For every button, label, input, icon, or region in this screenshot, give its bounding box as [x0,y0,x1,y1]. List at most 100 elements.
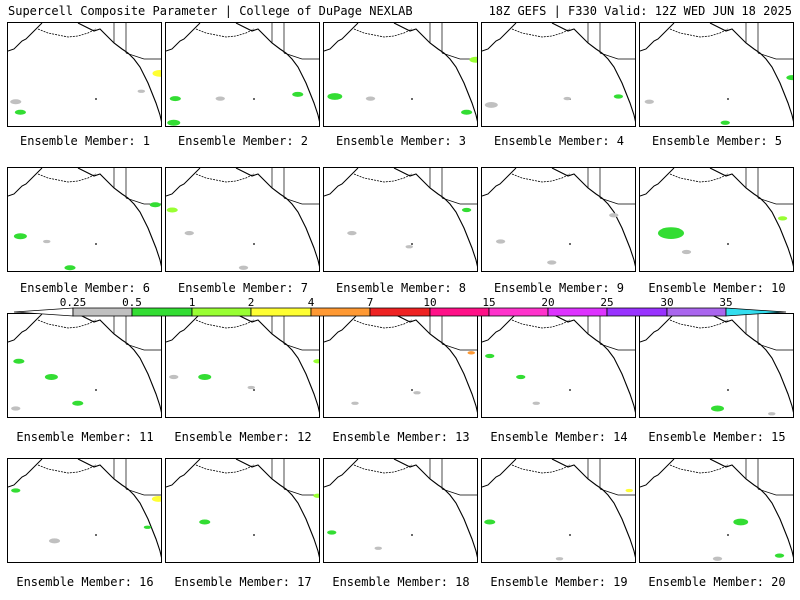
aleutian-islands [669,173,729,183]
colorbar-segment [429,307,490,317]
north-america-coastline [393,168,477,267]
member-map [640,314,793,416]
scp-contour [374,546,382,550]
member-label: Ensemble Member: 2 [177,134,309,148]
political-borders [271,459,319,496]
aleutian-islands [353,319,413,329]
member-map [166,168,319,270]
north-america-coastline [709,168,793,267]
hawaii-islands [569,389,571,391]
member-map-panel [639,167,794,272]
colorbar-tick-label: 4 [308,296,315,309]
scp-contour [733,518,749,526]
member-map [324,168,477,267]
colorbar-tick-label: 15 [482,296,495,309]
colorbar-tick-label: 10 [423,296,436,309]
aleutian-islands [669,319,729,329]
scp-contour [712,556,723,561]
north-america-coastline [235,23,319,122]
member-map [8,23,161,122]
hawaii-islands [253,243,255,245]
hawaii-islands [253,98,255,100]
scp-contour [625,488,633,493]
member-map-panel [639,22,794,127]
aleutian-islands [511,319,571,329]
member-label: Ensemble Member: 10 [648,281,786,295]
asia-coastline [640,23,675,52]
member-label: Ensemble Member: 13 [332,430,470,444]
scp-contour [461,207,472,213]
member-map [482,459,635,561]
scp-contour [292,91,304,97]
colorbar-segment [191,307,252,317]
scp-contour [467,351,475,355]
political-borders [745,168,793,205]
scp-contour [681,249,692,255]
member-map [8,168,161,271]
member-map-panel [165,167,320,272]
colorbar-segment [72,307,133,317]
scp-contour [347,231,357,236]
scp-contour [10,99,22,105]
aleutian-islands [37,464,97,474]
political-borders [271,314,319,351]
member-label: Ensemble Member: 12 [174,430,312,444]
scp-contour [786,75,793,81]
aleutian-islands [511,28,571,38]
member-label: Ensemble Member: 14 [490,430,628,444]
scp-contour [469,56,477,63]
political-borders [745,314,793,351]
colorbar-tick-label: 2 [248,296,255,309]
hawaii-islands [569,243,571,245]
asia-coastline [324,459,359,488]
member-map [166,459,319,558]
colorbar-tick-label: 20 [541,296,554,309]
member-map-panel [165,313,320,418]
scp-contour [720,120,730,125]
political-borders [113,314,161,351]
political-borders [587,23,635,60]
aleutian-islands [353,464,413,474]
scp-contour [72,400,84,406]
north-america-coastline [709,314,793,413]
member-label: Ensemble Member: 6 [19,281,151,295]
hawaii-islands [253,389,255,391]
scp-contour [166,207,178,213]
asia-coastline [324,314,359,343]
north-america-coastline [551,23,635,122]
scp-contour [13,358,25,364]
hawaii-islands [253,534,255,536]
asia-coastline [482,314,517,343]
political-borders [429,459,477,496]
north-america-coastline [235,314,319,413]
hawaii-islands [411,534,413,536]
member-map-panel [639,313,794,418]
aleutian-islands [195,28,255,38]
political-borders [587,314,635,351]
asia-coastline [482,459,517,488]
north-america-coastline [709,459,793,558]
colorbar-segment [666,307,727,317]
scp-contour [184,231,194,236]
member-map-panel [323,22,478,127]
colorbar-segment [725,307,787,317]
scp-contour [413,391,421,395]
political-borders [429,168,477,205]
scp-contour [167,119,181,126]
scp-contour [137,89,146,93]
scp-contour [44,374,58,380]
member-map-panel [7,313,162,418]
scp-contour [215,96,225,101]
colorbar-segment [131,307,193,317]
aleutian-islands [37,28,97,38]
asia-coastline [324,168,359,197]
scp-contour [169,96,181,102]
political-borders [429,314,477,351]
political-borders [429,23,477,60]
aleutian-islands [353,28,413,38]
scp-contour [365,96,376,101]
member-map-panel [481,167,636,272]
scp-contour [547,260,557,265]
north-america-coastline [551,168,635,267]
